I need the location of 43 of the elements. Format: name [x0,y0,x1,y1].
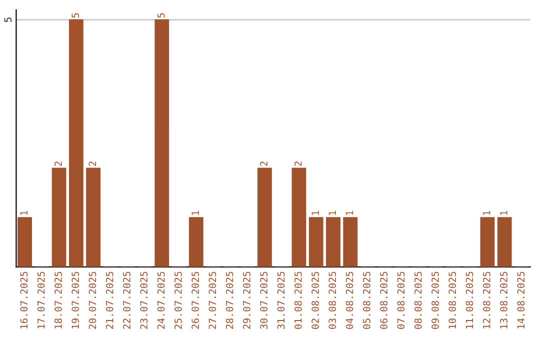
data-label: 5 [157,13,165,18]
x-tick-label: 06.08.2025 [380,272,388,329]
x-tick-label: 22.07.2025 [123,272,130,329]
x-tick-label: 10.08.2025 [448,272,456,328]
data-label: 2 [260,162,268,166]
x-tick-label: 18.07.2025 [54,272,62,328]
x-tick-label: 19.07.2025 [72,272,80,328]
data-label: 2 [54,162,62,166]
data-label: 1 [20,210,28,215]
x-tick-label: 11.08.2025 [466,272,474,328]
x-tick-label: 04.08.2025 [346,272,354,329]
data-label: 1 [312,210,319,215]
x-tick-label: 27.07.2025 [208,272,216,329]
x-tick-label: 13.08.2025 [500,272,508,328]
x-tick-label: 08.08.2025 [414,272,422,329]
x-tick-label: 02.08.2025 [312,272,319,329]
data-label: 1 [192,210,199,215]
x-tick-label: 12.08.2025 [482,272,490,328]
data-label: 1 [328,210,336,215]
x-tick-label: 21.07.2025 [106,272,114,329]
x-tick-label: 24.07.2025 [157,272,165,329]
data-label: 1 [346,210,354,215]
x-tick-label: 07.08.2025 [397,272,405,329]
x-tick-label: 28.07.2025 [226,272,234,329]
data-label: 2 [88,162,96,166]
x-tick-label: 03.08.2025 [328,272,336,329]
data-label: 2 [294,162,302,166]
x-tick-label: 01.08.2025 [294,272,302,329]
x-tick-label: 09.08.2025 [432,272,439,329]
x-tick-label: 16.07.2025 [20,272,28,328]
x-tick-label: 17.07.2025 [37,272,45,328]
x-tick-label: 29.07.2025 [243,272,250,329]
x-tick-label: 14.08.2025 [517,272,525,328]
data-label: 5 [72,13,80,18]
x-tick-label: 05.08.2025 [362,272,370,329]
data-label: 1 [483,210,490,215]
x-tick-label: 30.07.2025 [260,272,268,329]
x-tick-label: 25.07.2025 [174,272,182,329]
x-tick-label: 31.07.2025 [277,272,285,329]
x-tick-label: 23.07.2025 [140,272,148,329]
data-label: 1 [500,210,508,215]
x-tick-label: 20.07.2025 [88,272,96,329]
x-tick-label: 26.07.2025 [192,272,199,329]
